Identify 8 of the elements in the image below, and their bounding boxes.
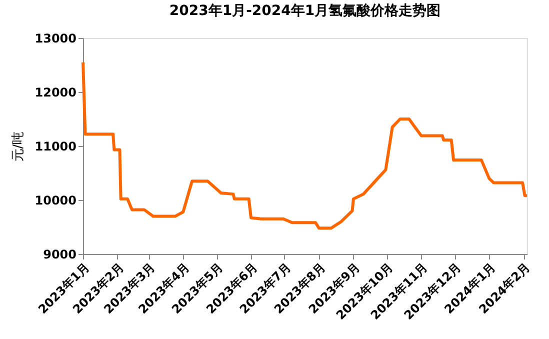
y-tick-label: 10000 — [34, 194, 76, 208]
chart-title: 2023年1月-2024年1月氢氟酸价格走势图 — [169, 3, 441, 19]
y-tick-label: 11000 — [34, 140, 76, 154]
y-tick-label: 13000 — [34, 32, 76, 46]
line-series — [82, 60, 528, 230]
y-tick-label: 9000 — [43, 248, 76, 262]
y-axis-title: 元/吨 — [10, 131, 26, 162]
y-tick-label: 12000 — [34, 86, 76, 100]
